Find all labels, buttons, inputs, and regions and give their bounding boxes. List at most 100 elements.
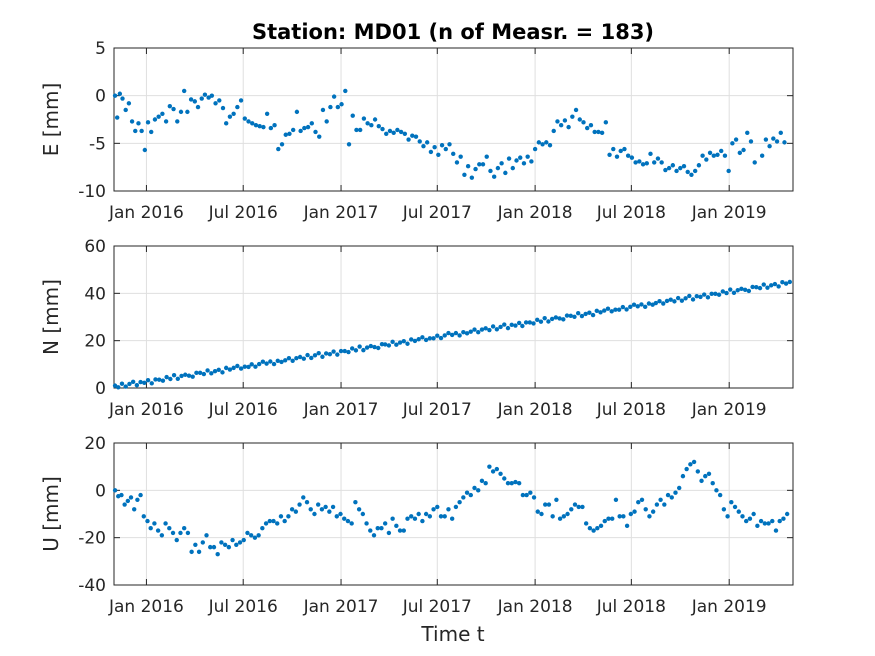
y-tick-label: 0 — [95, 481, 106, 501]
data-point — [672, 299, 677, 304]
data-point — [119, 381, 125, 386]
data-point — [405, 516, 410, 521]
data-point — [535, 509, 540, 514]
data-point — [206, 95, 211, 100]
data-point — [442, 514, 447, 519]
data-point — [192, 99, 198, 104]
data-point — [777, 518, 782, 524]
plot-area-E — [114, 48, 793, 191]
data-point — [313, 129, 318, 135]
data-point — [260, 359, 266, 364]
data-point — [721, 507, 727, 512]
data-point — [135, 497, 140, 502]
data-point — [632, 509, 637, 514]
data-point — [558, 123, 564, 128]
data-point — [780, 280, 785, 285]
data-point — [585, 125, 590, 131]
data-point — [423, 337, 429, 343]
data-point — [446, 507, 451, 512]
data-point — [376, 345, 381, 351]
data-point — [542, 315, 547, 321]
data-point — [614, 154, 620, 159]
data-point — [412, 338, 418, 344]
data-point — [572, 314, 577, 319]
data-point — [235, 363, 240, 369]
data-point — [768, 283, 774, 288]
data-point — [561, 514, 567, 519]
data-point — [453, 330, 459, 336]
data-point — [193, 542, 198, 547]
data-point — [524, 492, 529, 498]
x-tick-label: Jan 2017 — [303, 400, 379, 420]
data-point — [494, 327, 500, 332]
data-point — [594, 308, 599, 314]
x-tick-label: Jul 2016 — [208, 203, 278, 223]
data-point — [607, 152, 612, 157]
data-point — [152, 521, 157, 526]
data-point — [386, 530, 392, 536]
data-point — [453, 504, 459, 510]
data-point — [668, 297, 673, 302]
data-point — [655, 156, 661, 161]
data-point — [112, 93, 118, 98]
data-point — [119, 492, 124, 498]
data-point — [423, 511, 429, 517]
data-point — [462, 172, 467, 177]
data-point — [472, 327, 477, 332]
y-tick-label: 40 — [84, 284, 106, 304]
data-point — [138, 492, 143, 498]
data-point — [416, 337, 421, 342]
data-point — [427, 336, 433, 341]
data-point — [480, 162, 486, 167]
data-point — [379, 342, 385, 347]
y-tick-label: -5 — [89, 134, 106, 154]
data-point — [438, 514, 444, 519]
data-point — [222, 542, 228, 547]
x-tick-label: Jan 2019 — [691, 597, 767, 617]
data-point — [156, 377, 162, 382]
data-point — [774, 139, 780, 144]
data-point — [297, 502, 302, 507]
data-point — [653, 300, 659, 306]
data-point — [129, 119, 135, 124]
data-point — [219, 540, 224, 545]
data-point — [539, 511, 544, 517]
data-point — [231, 365, 236, 371]
panels: Jan 2016 Jul 2016 Jan 2017 Jul 2017 Jan 2018… — [39, 39, 794, 617]
data-point — [703, 473, 708, 479]
data-point — [746, 288, 752, 294]
data-point — [175, 119, 180, 124]
data-point — [752, 160, 757, 165]
data-point — [579, 313, 585, 319]
data-point — [700, 153, 705, 158]
y-tick-label: 60 — [84, 237, 106, 257]
data-point — [698, 294, 703, 300]
data-point — [185, 530, 191, 536]
data-point — [772, 281, 778, 287]
data-point — [506, 156, 512, 161]
plot-area-U — [114, 443, 793, 585]
data-point — [435, 333, 440, 338]
data-point — [633, 160, 638, 165]
data-point — [547, 143, 553, 148]
data-point — [670, 163, 676, 168]
data-point — [412, 516, 418, 521]
y-tick-label: 5 — [95, 39, 106, 59]
data-point — [602, 308, 607, 313]
data-point — [690, 297, 696, 302]
data-point — [164, 374, 169, 380]
data-point — [636, 499, 641, 505]
data-point — [654, 502, 660, 507]
data-point — [204, 533, 209, 538]
data-point — [335, 104, 341, 110]
data-point — [216, 367, 221, 372]
axes-frame-E — [113, 47, 794, 192]
y-tick-label: 0 — [95, 379, 106, 399]
data-point — [778, 130, 783, 136]
data-point — [402, 131, 408, 136]
data-point — [468, 492, 473, 498]
data-point — [142, 147, 148, 153]
data-point — [145, 120, 151, 125]
data-point — [421, 143, 426, 149]
